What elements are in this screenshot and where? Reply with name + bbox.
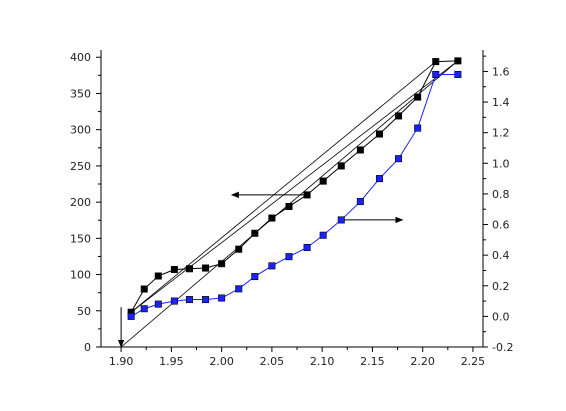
x-tick-label: 2.20 <box>410 355 435 368</box>
y-tick-label: 250 <box>70 160 91 173</box>
y2-tick-label: 1.6 <box>492 65 510 78</box>
y-tick-label: 50 <box>77 305 91 318</box>
y2-tick-label: 1.2 <box>492 127 510 140</box>
data-point-series-2 <box>337 216 345 224</box>
x-tick-label: 1.90 <box>109 355 134 368</box>
data-point-series-1 <box>303 191 311 199</box>
y-tick-label: 350 <box>70 87 91 100</box>
data-point-series-2 <box>140 305 148 313</box>
x-tick-label: 2.25 <box>461 355 486 368</box>
y2-tick-label: 1.0 <box>492 157 510 170</box>
data-point-series-1 <box>268 214 276 222</box>
data-point-series-1 <box>140 285 148 293</box>
data-point-series-1 <box>218 260 226 268</box>
y-tick-label: 150 <box>70 232 91 245</box>
data-point-series-2 <box>432 70 440 78</box>
data-point-series-2 <box>251 273 259 281</box>
data-point-series-1 <box>170 265 178 273</box>
y-tick-label: 100 <box>70 269 91 282</box>
y2-tick-label: 0.6 <box>492 219 510 232</box>
data-point-series-2 <box>202 296 210 304</box>
data-point-series-2 <box>285 253 293 261</box>
data-point-series-1 <box>235 245 243 253</box>
data-point-series-2 <box>235 285 243 293</box>
x-tick-label: 2.10 <box>310 355 335 368</box>
y2-tick-label: 1.4 <box>492 96 510 109</box>
y2-tick-label: -0.2 <box>492 341 513 354</box>
data-point-series-1 <box>185 265 193 273</box>
x-tick-label: 1.95 <box>159 355 184 368</box>
y2-tick-label: 0.2 <box>492 280 510 293</box>
data-point-series-2 <box>185 296 193 304</box>
x-tick-label: 2.05 <box>260 355 285 368</box>
y2-tick-label: 0.4 <box>492 249 510 262</box>
data-point-series-1 <box>356 146 364 154</box>
data-point-series-1 <box>285 202 293 210</box>
data-point-series-1 <box>202 264 210 272</box>
x-tick-label: 2.00 <box>209 355 234 368</box>
data-point-series-2 <box>356 198 364 206</box>
y-tick-label: 300 <box>70 124 91 137</box>
series-line-2 <box>130 73 458 317</box>
y-tick-label: 0 <box>84 341 91 354</box>
y-tick-label: 400 <box>70 51 91 64</box>
data-point-series-1 <box>454 57 462 65</box>
data-point-series-1 <box>432 58 440 66</box>
y-tick-label: 200 <box>70 196 91 209</box>
data-point-series-1 <box>414 93 422 101</box>
y2-tick-label: 0.8 <box>492 188 510 201</box>
data-point-series-2 <box>303 243 311 251</box>
x-tick-label: 2.15 <box>360 355 385 368</box>
data-point-series-1 <box>251 229 259 237</box>
data-point-series-1 <box>154 272 162 280</box>
data-point-series-1 <box>375 130 383 138</box>
data-point-series-2 <box>375 175 383 183</box>
reference-line <box>130 61 437 313</box>
data-point-series-2 <box>154 300 162 308</box>
series-group <box>127 57 462 320</box>
axes: 1.90 1.95 2.00 2.05 2.10 2.15 2.20 2.25 0 50 100 15… <box>70 50 513 368</box>
data-point-series-2 <box>170 297 178 305</box>
data-point-series-1 <box>319 177 327 185</box>
reference-line <box>130 60 459 313</box>
data-point-series-2 <box>395 155 403 163</box>
data-point-series-1 <box>395 112 403 120</box>
data-point-series-1 <box>337 162 345 170</box>
data-point-series-2 <box>414 124 422 132</box>
data-point-series-2 <box>127 312 135 320</box>
data-point-series-2 <box>319 231 327 239</box>
data-point-series-2 <box>268 262 276 270</box>
data-point-series-2 <box>454 70 462 78</box>
data-point-series-2 <box>218 294 226 302</box>
y2-tick-label: 0.0 <box>492 310 510 323</box>
